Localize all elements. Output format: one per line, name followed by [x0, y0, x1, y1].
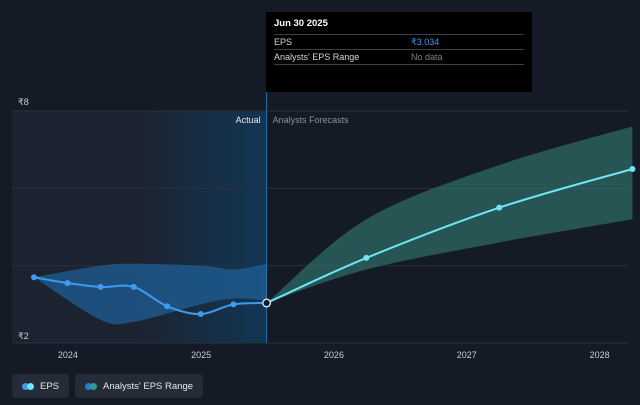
x-tick-label-2: 2026	[324, 350, 344, 360]
series-line-1	[266, 168, 633, 304]
legend-range-dot-1	[85, 382, 93, 390]
tooltip-row-range: Analysts' EPS Range No data	[274, 49, 524, 65]
legend-eps-label: EPS	[40, 380, 60, 392]
series-1-point-2	[496, 204, 503, 211]
series-1-point-3	[629, 166, 636, 172]
x-tick-label-0: 2024	[58, 350, 78, 360]
series-0-point-3	[130, 283, 137, 290]
x-tick-label-1: 2025	[191, 350, 211, 360]
tooltip-eps-label: EPS	[274, 37, 293, 47]
tooltip: Jun 30 2025 EPS ₹3.034 Analysts' EPS Ran…	[266, 12, 532, 92]
tooltip-row-eps: EPS ₹3.034	[274, 34, 524, 49]
tooltip-range-value: No data	[411, 52, 443, 62]
x-tick-label-3: 2027	[457, 350, 477, 360]
x-tick-label-4: 2028	[590, 350, 610, 360]
legend-range-icon	[85, 382, 98, 390]
series-0-point-4	[164, 303, 171, 310]
forecast-label: Analysts Forecasts	[273, 115, 350, 125]
series-0-point-7	[262, 298, 272, 308]
legend-range-dot-2	[90, 382, 98, 390]
range-actual-area	[34, 263, 267, 325]
legend-item-range[interactable]: Analysts' EPS Range	[75, 374, 204, 398]
legend-item-eps[interactable]: EPS	[12, 374, 70, 398]
legend-eps-dot-2	[27, 382, 34, 390]
series-0-point-5	[197, 311, 204, 317]
legend-eps-dot-1	[22, 382, 29, 390]
y-tick-label-1: ₹2	[18, 331, 29, 341]
legend-range-label: Analysts' EPS Range	[103, 380, 194, 392]
legend: EPS Analysts' EPS Range	[12, 374, 204, 398]
legend-eps-icon	[22, 382, 34, 390]
series-0-point-6	[230, 301, 237, 308]
y-tick-label-0: ₹8	[18, 97, 29, 107]
series-1-point-1	[363, 254, 370, 261]
series-0-point-2	[97, 283, 104, 290]
range-forecast-area	[266, 126, 633, 304]
series-0-point-0	[31, 274, 38, 281]
tooltip-range-label: Analysts' EPS Range	[274, 52, 360, 62]
tooltip-date: Jun 30 2025	[274, 18, 328, 29]
actual-label: Actual	[236, 115, 261, 125]
tooltip-eps-value: ₹3.034	[411, 37, 440, 47]
series-0-point-1	[64, 280, 71, 287]
